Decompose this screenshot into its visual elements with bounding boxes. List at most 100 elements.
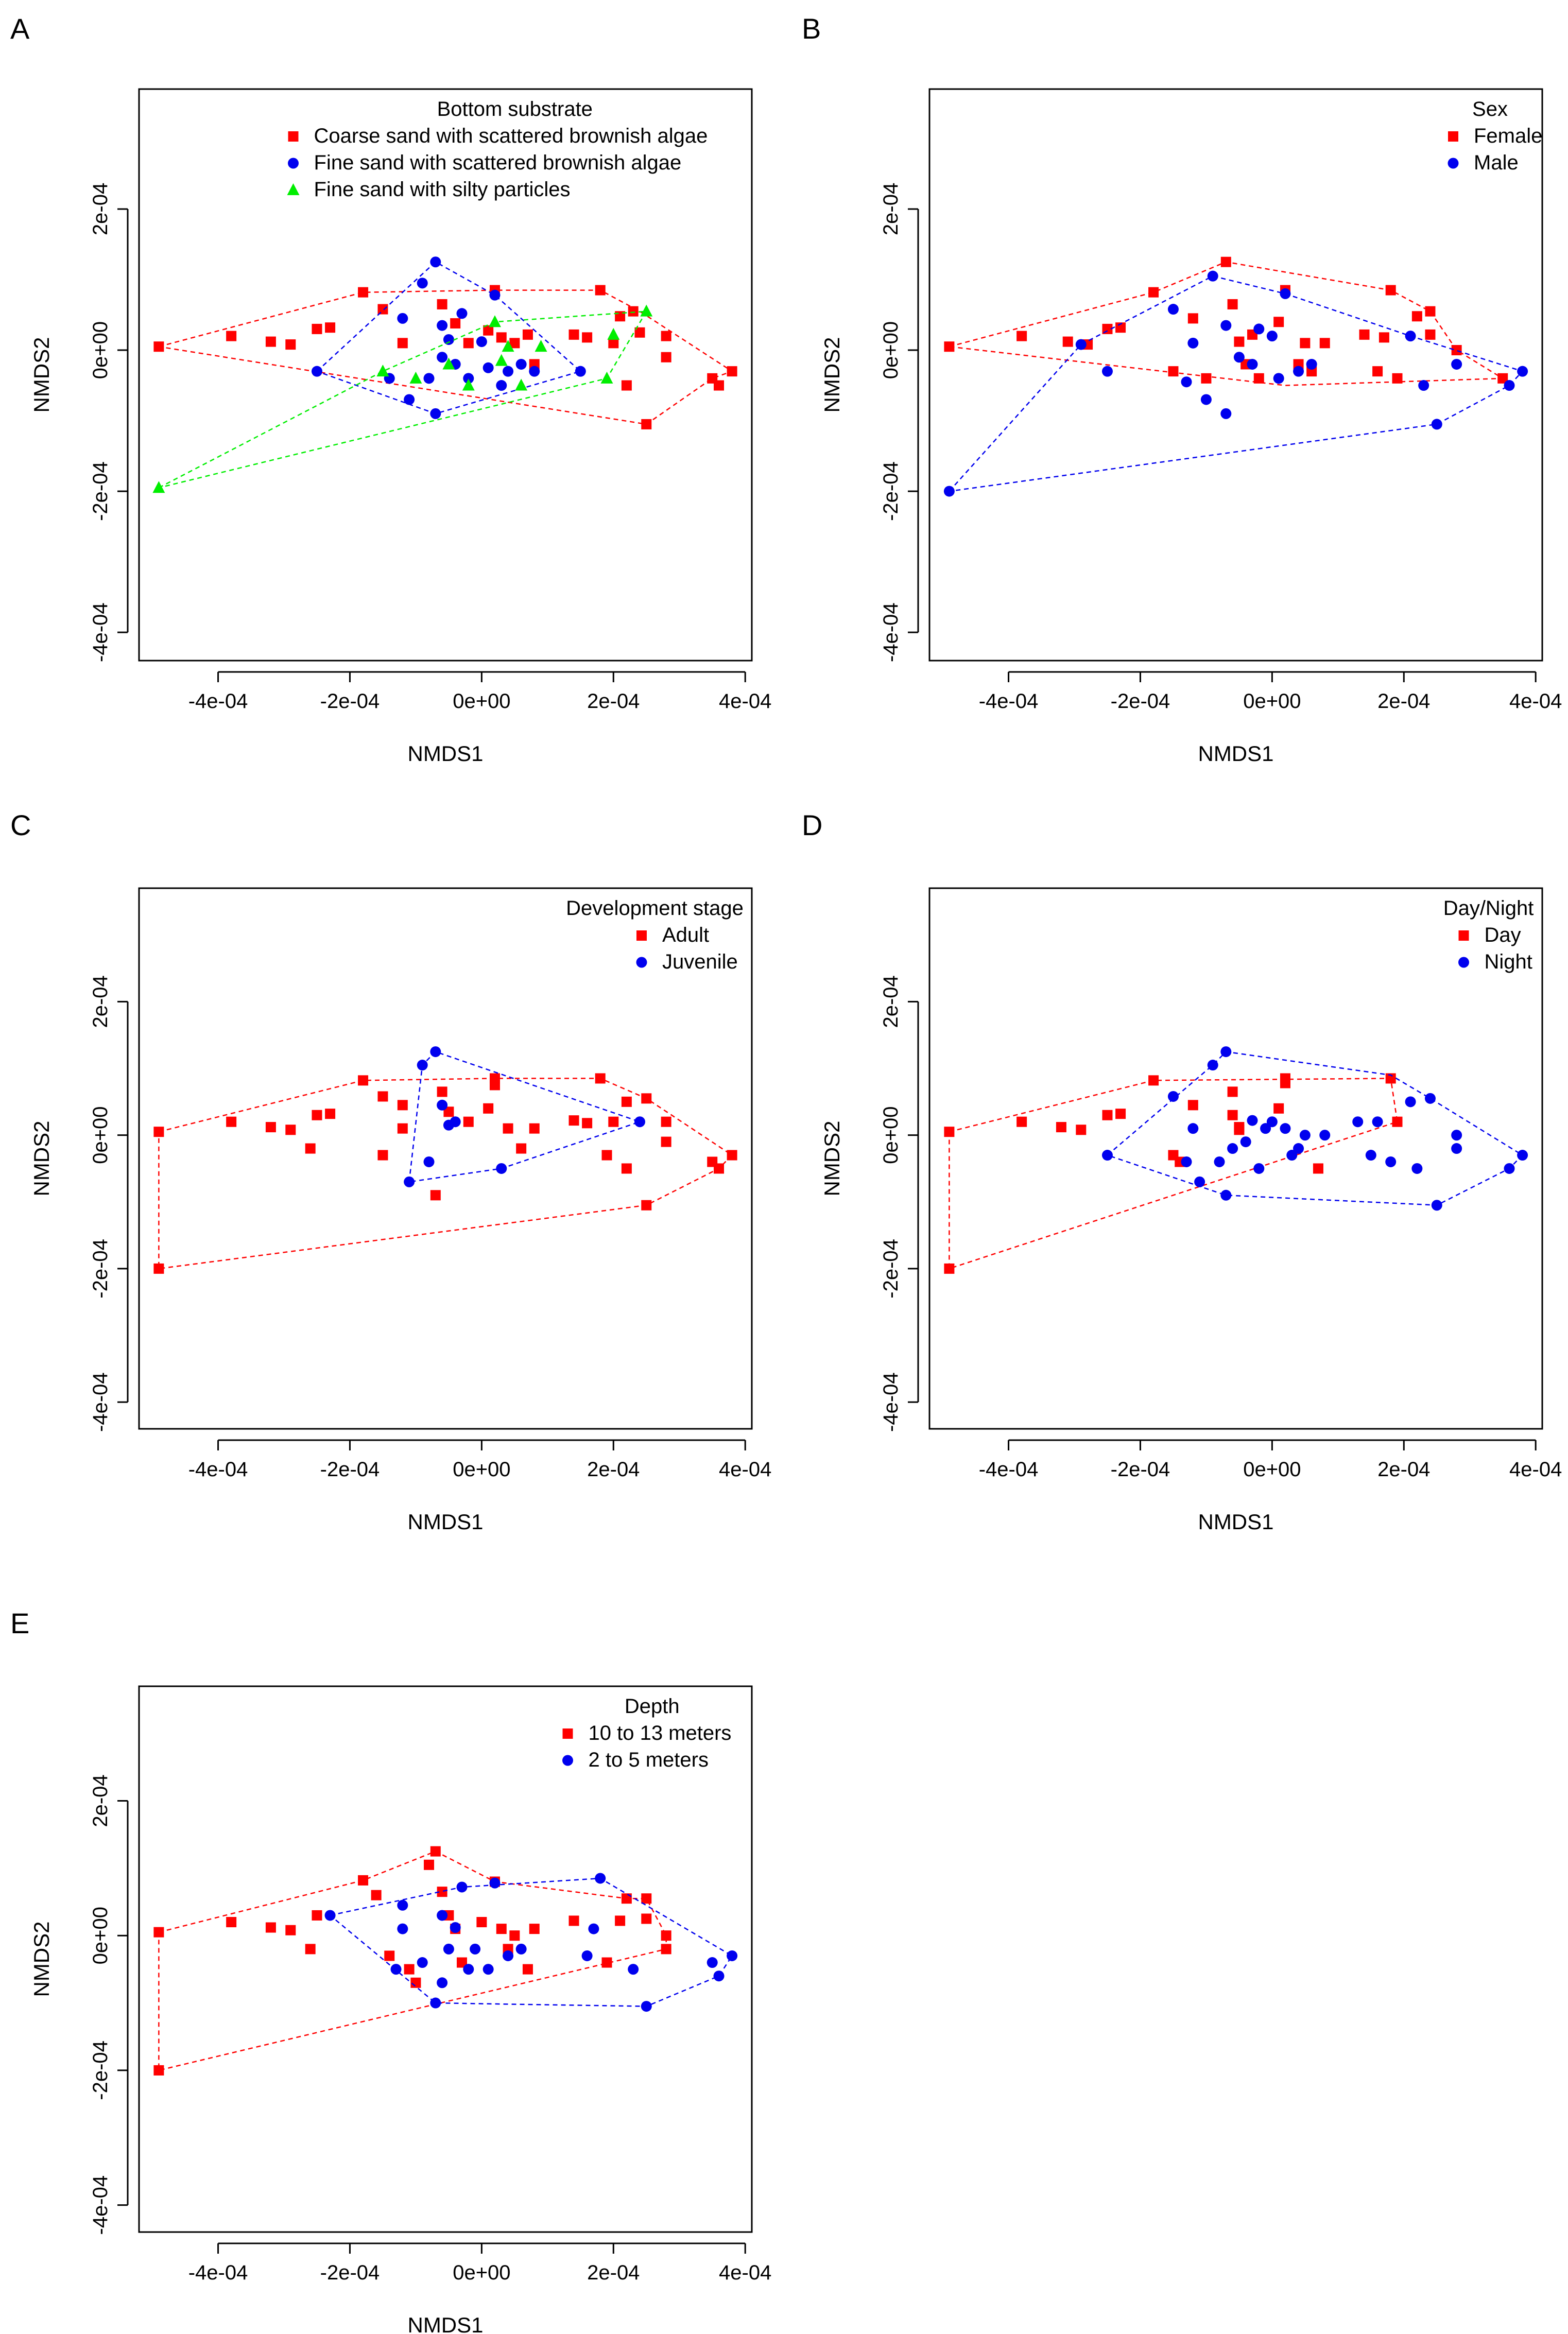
legend-label: Fine sand with scattered brownish algae <box>314 151 682 174</box>
data-point <box>1016 331 1027 341</box>
data-point <box>489 1080 500 1091</box>
data-point <box>450 1922 461 1933</box>
data-point <box>641 1913 652 1924</box>
y-axis-title: NMDS2 <box>29 1921 54 1997</box>
legend-marker <box>288 158 299 169</box>
data-point <box>1181 1156 1192 1167</box>
data-point <box>641 2001 652 2012</box>
x-tick-label: 2e-04 <box>587 2261 640 2284</box>
data-point <box>430 1190 441 1201</box>
data-point <box>456 1957 467 1968</box>
data-point <box>495 354 508 366</box>
y-tick-label: 0e+00 <box>880 321 902 379</box>
data-point <box>152 481 165 493</box>
legend: Depth 10 to 13 meters 2 to 5 meters <box>562 1695 731 1771</box>
data-point <box>1293 366 1304 377</box>
data-point <box>601 1150 612 1161</box>
x-tick-label: -4e-04 <box>188 2261 248 2284</box>
data-point <box>409 371 422 384</box>
data-point <box>1247 358 1258 370</box>
data-point <box>634 1116 645 1128</box>
data-point <box>661 331 671 341</box>
data-point <box>1431 1200 1442 1211</box>
data-point <box>1293 1143 1304 1154</box>
y-tick-label: 2e-04 <box>89 183 112 235</box>
y-tick-label: -4e-04 <box>880 1372 902 1432</box>
x-axis-title: NMDS1 <box>1198 1510 1273 1534</box>
data-point <box>1411 311 1422 322</box>
data-point <box>1220 1046 1232 1058</box>
data-point <box>1451 358 1462 370</box>
data-point <box>153 1127 164 1137</box>
data-point <box>1247 1115 1258 1126</box>
data-point <box>1517 366 1528 377</box>
x-tick-label: 4e-04 <box>719 690 771 713</box>
y-tick-label: 2e-04 <box>880 975 902 1028</box>
hull-outline <box>316 261 582 414</box>
data-point <box>707 1957 718 1968</box>
panel-c: C-4e-04 -2e-04 0e+00 2e-04 4e-04NMDS1-4e-04-… <box>10 809 771 1534</box>
data-point <box>1266 1116 1278 1128</box>
x-axis: -4e-04 -2e-04 0e+00 2e-04 4e-04 NMDS1 <box>979 671 1562 766</box>
data-point <box>390 1964 402 1975</box>
data-point <box>404 394 415 405</box>
data-point <box>430 408 441 419</box>
legend-label: Day <box>1485 924 1521 946</box>
x-axis-title: NMDS1 <box>407 741 483 766</box>
data-point <box>1306 358 1317 370</box>
data-point <box>1365 1150 1376 1161</box>
data-point <box>483 1964 494 1975</box>
data-point <box>1418 380 1429 391</box>
data-point <box>1207 1060 1218 1071</box>
data-point <box>1299 1130 1311 1141</box>
data-point <box>1372 1116 1383 1128</box>
data-point <box>1385 1156 1397 1167</box>
data-point <box>404 1176 415 1187</box>
data-point <box>153 341 164 352</box>
data-point <box>430 1846 441 1857</box>
data-point <box>581 1950 593 1961</box>
data-point <box>358 1075 369 1086</box>
data-point <box>311 366 322 377</box>
data-point <box>1062 336 1073 347</box>
data-point <box>641 1893 652 1904</box>
y-tick-label: -4e-04 <box>89 1372 112 1432</box>
data-point <box>265 1922 276 1933</box>
data-point <box>463 1964 474 1975</box>
y-axis-title: NMDS2 <box>29 1120 54 1196</box>
data-point <box>417 1060 428 1071</box>
data-point <box>607 327 620 340</box>
y-axis-title: NMDS2 <box>820 1120 844 1196</box>
data-point <box>944 1263 955 1274</box>
data-point <box>1411 1163 1423 1174</box>
y-axis-title: NMDS2 <box>29 337 54 412</box>
data-point <box>456 1881 468 1893</box>
data-point <box>595 1073 606 1084</box>
data-point <box>1016 1116 1027 1127</box>
data-point <box>153 1927 164 1938</box>
data-point <box>714 1163 725 1174</box>
data-point <box>443 1107 454 1117</box>
data-point <box>371 1890 382 1900</box>
legend-marker <box>1448 158 1459 169</box>
series-1 <box>1101 1046 1528 1211</box>
data-point <box>489 289 501 301</box>
data-point <box>1148 1075 1159 1086</box>
x-axis: -4e-04 -2e-04 0e+00 2e-04 4e-04 NMDS1 <box>188 2242 771 2334</box>
data-point <box>1497 373 1508 384</box>
x-tick-label: -4e-04 <box>188 690 248 713</box>
plot-frame <box>138 1685 753 2233</box>
data-point <box>483 325 494 336</box>
data-point <box>325 1109 336 1119</box>
data-point <box>1385 1073 1396 1084</box>
y-tick-label: 0e+00 <box>89 321 112 379</box>
data-point <box>621 1096 632 1107</box>
data-point <box>615 1915 626 1926</box>
data-point <box>456 308 468 319</box>
x-tick-label: -2e-04 <box>320 690 380 713</box>
series-1 <box>943 270 1528 497</box>
data-point <box>503 1123 513 1134</box>
data-point <box>595 1873 606 1884</box>
data-point <box>1352 1116 1364 1128</box>
data-point <box>1319 1130 1331 1141</box>
